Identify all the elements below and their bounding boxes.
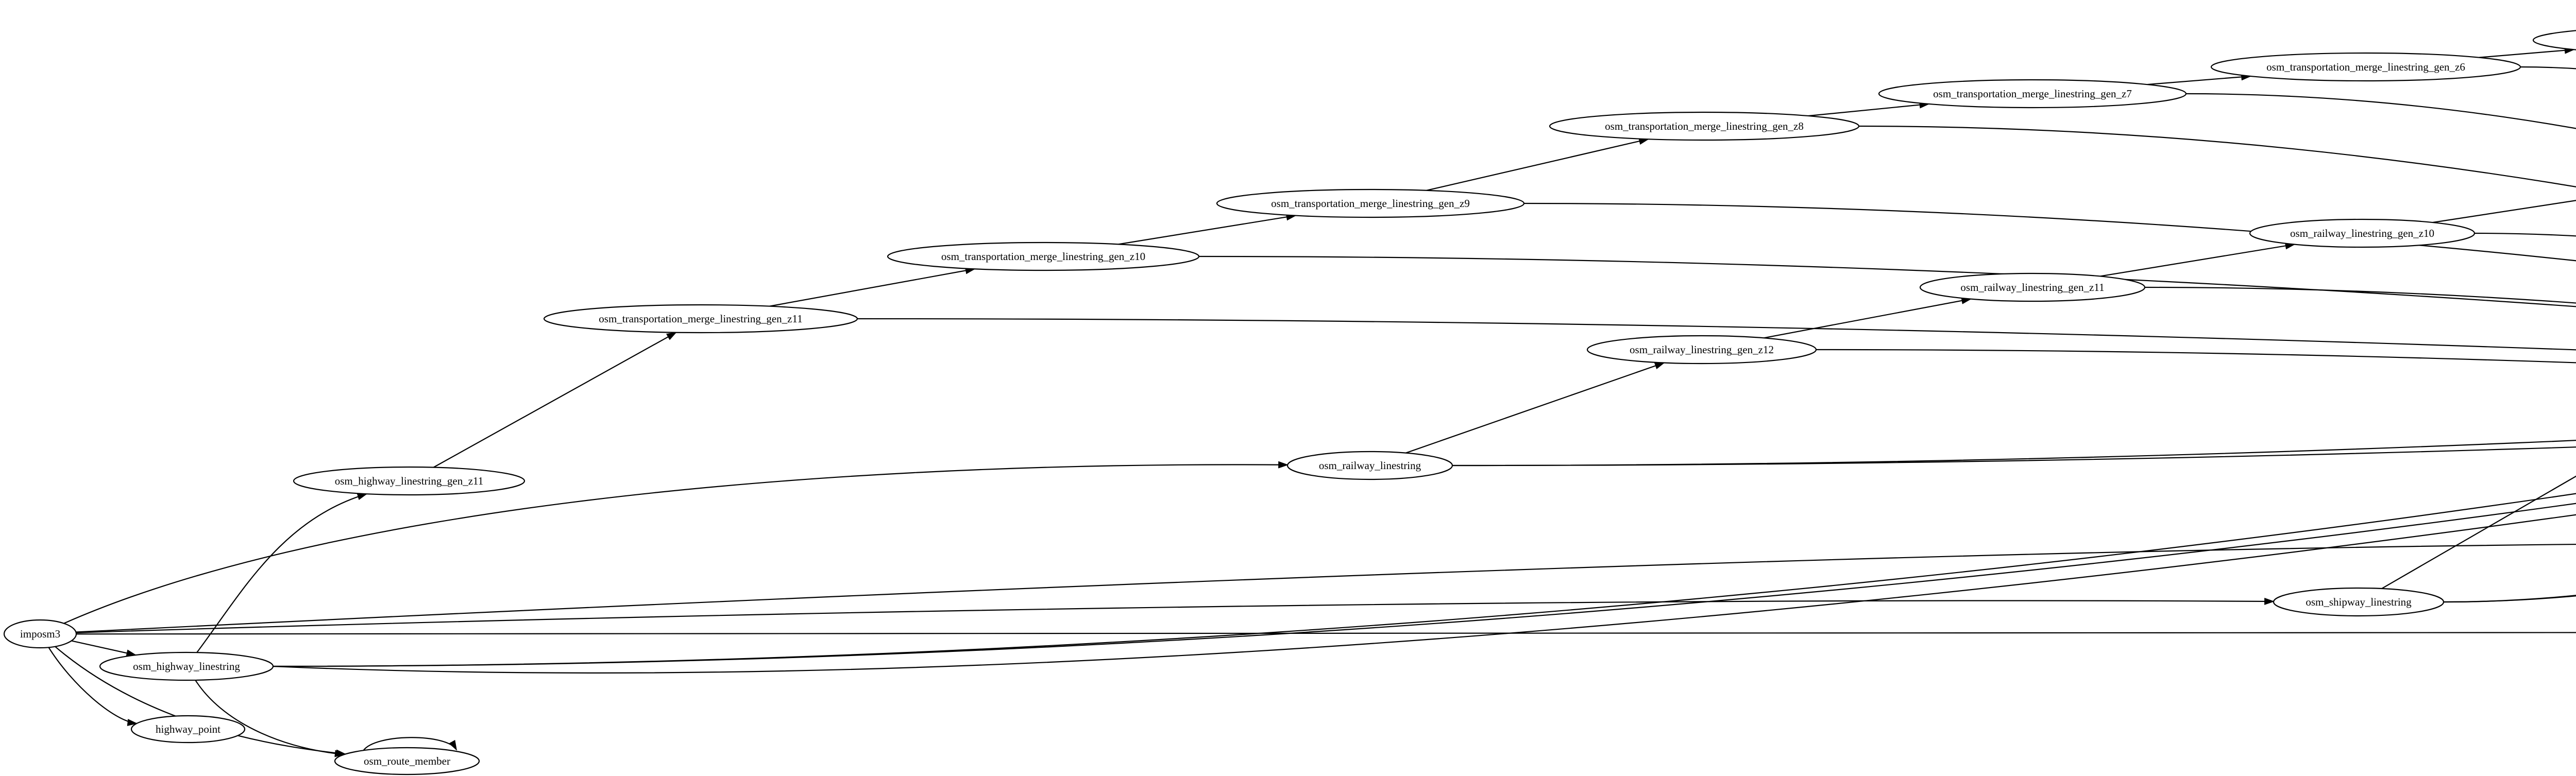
edge-t11-t10 bbox=[769, 267, 976, 307]
node-ellipse-rl bbox=[1286, 451, 1453, 480]
edge-t10-t9 bbox=[1118, 213, 1297, 245]
edge-imposm3-hp bbox=[48, 647, 138, 726]
node-label-r11: osm_railway_linestring_gen_z11 bbox=[1960, 281, 2104, 294]
edge-rm-self bbox=[363, 737, 457, 751]
edge-imposm3-sl bbox=[76, 597, 2275, 633]
edge-imposm3-rl bbox=[63, 461, 1289, 624]
node-label-rm: osm_route_member bbox=[364, 755, 450, 767]
node-osm_railway_linestring_gen_z10: osm_railway_linestring_gen_z10 bbox=[2249, 218, 2476, 248]
node-osm_transportation_merge_linestring_gen_z9: osm_transportation_merge_linestring_gen_… bbox=[1216, 188, 1525, 218]
node-label-t7: osm_transportation_merge_linestring_gen_… bbox=[1933, 88, 2132, 100]
edge-t10-z10 bbox=[1198, 255, 2576, 307]
node-osm_route_member: osm_route_member bbox=[334, 747, 480, 775]
edge-r11-z11 bbox=[2144, 286, 2576, 304]
node-highway_point: highway_point bbox=[130, 715, 246, 744]
edge-sl-z13 bbox=[2443, 594, 2576, 603]
node-ellipse-hp bbox=[130, 715, 246, 744]
node-label-rl: osm_railway_linestring bbox=[1319, 459, 1421, 472]
edge-hl-z12 bbox=[273, 493, 2576, 667]
node-osm_railway_linestring_gen_z11: osm_railway_linestring_gen_z11 bbox=[1919, 272, 2146, 302]
node-ellipse-rm bbox=[334, 747, 480, 775]
node-label-t8: osm_transportation_merge_linestring_gen_… bbox=[1605, 120, 1804, 132]
edge-t9-z9 bbox=[1523, 202, 2576, 262]
edge-hl-h11 bbox=[196, 493, 368, 653]
node-ellipse-t10 bbox=[887, 242, 1200, 271]
node-ellipse-t7 bbox=[1878, 79, 2187, 109]
edge-t7-t6 bbox=[2147, 73, 2252, 85]
node-ellipse-t6 bbox=[2210, 52, 2521, 82]
node-osm_transportation_merge_linestring_gen_z7: osm_transportation_merge_linestring_gen_… bbox=[1878, 79, 2187, 109]
node-ellipse-hl bbox=[99, 651, 274, 681]
node-label-imposm3: imposm3 bbox=[20, 628, 60, 640]
node-layer: imposm3 osm_highway_linestring highway_poi… bbox=[3, 30, 2576, 775]
node-ellipse-t11 bbox=[543, 304, 858, 334]
node-label-t6: osm_transportation_merge_linestring_gen_… bbox=[2266, 61, 2465, 73]
edge-r12-r11 bbox=[1764, 297, 1972, 339]
node-label-hl: osm_highway_linestring bbox=[133, 660, 240, 672]
edge-h11-t11 bbox=[433, 332, 677, 468]
edge-imposm3-poly bbox=[76, 632, 2576, 636]
edge-hl-rm bbox=[195, 680, 345, 757]
edge-hl-z14+ bbox=[273, 514, 2576, 674]
node-osm_transportation_merge_linestring_gen_z10: osm_transportation_merge_linestring_gen_… bbox=[887, 242, 1200, 271]
edge-imposm3-al bbox=[76, 543, 2576, 633]
node-ellipse-t9 bbox=[1216, 188, 1525, 218]
node-ellipse-r10 bbox=[2249, 218, 2476, 248]
edge-t7-z7 bbox=[2185, 93, 2576, 129]
edge-sl-s12 bbox=[2381, 475, 2576, 589]
node-ellipse-r11 bbox=[1919, 272, 2146, 302]
node-osm_railway_linestring: osm_railway_linestring bbox=[1286, 451, 1453, 480]
node-osm_railway_linestring_gen_z12: osm_railway_linestring_gen_z12 bbox=[1586, 335, 1817, 365]
node-label-t11: osm_transportation_merge_linestring_gen_… bbox=[599, 313, 802, 325]
node-label-r12: osm_railway_linestring_gen_z12 bbox=[1630, 343, 1774, 356]
edge-r11-r10 bbox=[2100, 242, 2296, 277]
node-ellipse-r12 bbox=[1586, 335, 1817, 365]
node-label-sl: osm_shipway_linestring bbox=[2306, 596, 2412, 608]
edge-t8-t7 bbox=[1808, 101, 1930, 117]
edge-t9-t8 bbox=[1426, 137, 1650, 191]
node-label-r10: osm_railway_linestring_gen_z10 bbox=[2290, 227, 2434, 239]
node-ellipse-h11 bbox=[293, 466, 526, 496]
edge-rl-r12 bbox=[1405, 362, 1665, 454]
edge-r10-r9 bbox=[2432, 200, 2576, 223]
node-osm_highway_linestring_gen_z11: osm_highway_linestring_gen_z11 bbox=[293, 466, 526, 496]
edge-hl-z13 bbox=[273, 503, 2576, 667]
node-ellipse-t5 bbox=[2532, 30, 2576, 50]
node-ellipse-imposm3 bbox=[3, 619, 77, 649]
node-osm_shipway_linestring: osm_shipway_linestring bbox=[2273, 587, 2445, 617]
node-ellipse-t8 bbox=[1549, 111, 1860, 141]
node-label-t9: osm_transportation_merge_linestring_gen_… bbox=[1271, 197, 1470, 210]
edge-rl-z13 bbox=[1452, 440, 2576, 467]
edge-r12-z12 bbox=[1816, 349, 2576, 364]
node-imposm3: imposm3 bbox=[3, 619, 77, 649]
node-osm_transportation_merge_linestring_gen_z8: osm_transportation_merge_linestring_gen_… bbox=[1549, 111, 1860, 141]
edge-imposm3-hl bbox=[71, 640, 137, 657]
node-osm_transportation_merge_linestring_gen_z5: osm_transportation_merge_linestring_gen_… bbox=[2532, 30, 2576, 50]
node-label-t10: osm_transportation_merge_linestring_gen_… bbox=[941, 250, 1145, 263]
node-ellipse-sl bbox=[2273, 587, 2445, 617]
node-label-h11: osm_highway_linestring_gen_z11 bbox=[335, 475, 484, 487]
node-osm_transportation_merge_linestring_gen_z6: osm_transportation_merge_linestring_gen_… bbox=[2210, 52, 2521, 82]
node-osm_transportation_merge_linestring_gen_z11: osm_transportation_merge_linestring_gen_… bbox=[543, 304, 858, 334]
edge-layer bbox=[48, 46, 2576, 757]
edge-t6-t5 bbox=[2479, 46, 2575, 58]
edge-t8-z8 bbox=[1858, 125, 2576, 187]
node-osm_highway_linestring: osm_highway_linestring bbox=[99, 651, 274, 681]
edge-rl-z14+ bbox=[1452, 446, 2576, 467]
node-label-hp: highway_point bbox=[156, 723, 221, 735]
edge-t11-z11 bbox=[857, 318, 2576, 351]
